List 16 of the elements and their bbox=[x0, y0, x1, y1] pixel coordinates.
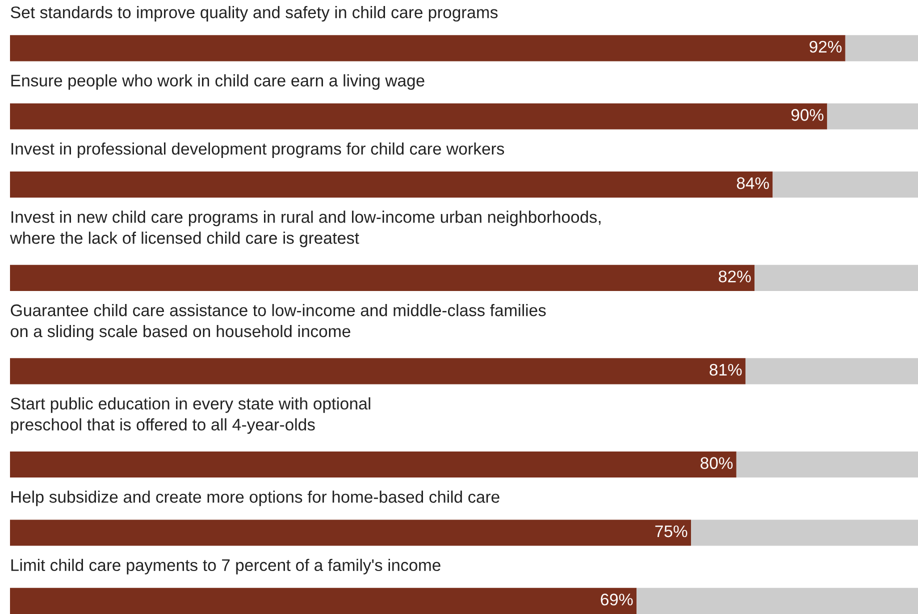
y-tick-label: Ensure people who work in child care earn a living wage bbox=[11, 74, 424, 90]
y-tick-label: Invest in professional development programs for child care workers bbox=[12, 142, 504, 158]
data-label: 90% bbox=[791, 109, 824, 121]
y-tick-label: Limit child care payments to 7 percent of a family's income bbox=[11, 558, 440, 574]
y-tick-label: Help subsidize and create more options for home-based child care bbox=[11, 490, 500, 506]
data-label: 82% bbox=[718, 270, 751, 282]
data-label: 84% bbox=[736, 177, 769, 190]
data-label: 69% bbox=[600, 594, 633, 606]
data-label: 80% bbox=[700, 457, 733, 469]
y-tick-label: Invest in new child care programs in rural and low-income urban neighborhoods, where the lack of licensed child care is greatest bbox=[10, 210, 600, 248]
data-label: 92% bbox=[810, 40, 842, 53]
y-tick-label: Set standards to improve quality and safety in child care programs bbox=[10, 6, 498, 22]
y-tick-label: Guarantee child care assistance to low-income and middle-class families on a sliding scale based on household income bbox=[10, 304, 546, 340]
data-label: 81% bbox=[710, 364, 742, 376]
data-label: 75% bbox=[655, 525, 688, 538]
y-tick-label: Start public education in every state with optional preschool that is offered to all 4-year-olds bbox=[10, 397, 370, 434]
